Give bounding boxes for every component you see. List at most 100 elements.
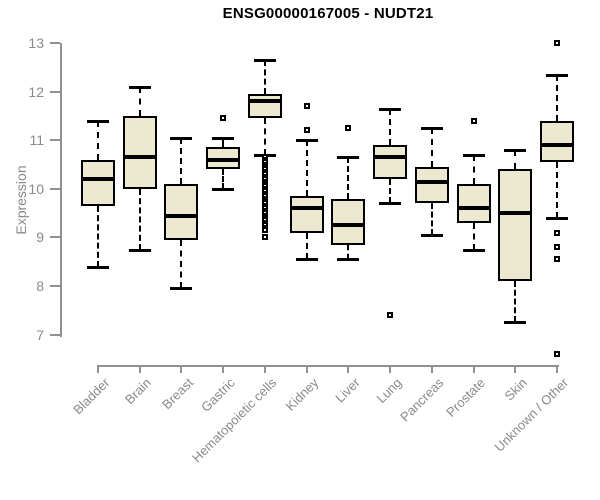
- median-prostate: [456, 206, 491, 211]
- whisker-bottom-gastric: [222, 169, 225, 189]
- x-tick: [97, 365, 99, 373]
- median-kidney: [289, 206, 324, 211]
- median-skin: [498, 211, 533, 216]
- outlier-point-prostate: [470, 117, 477, 124]
- whisker-cap-bottom-unknown-other: [545, 216, 568, 220]
- whisker-cap-top-pancreas: [420, 127, 443, 131]
- whisker-bottom-prostate: [472, 222, 475, 250]
- y-tick-label: 9: [36, 229, 44, 246]
- y-tick-label: 7: [36, 326, 44, 343]
- x-tick-label-pancreas: Pancreas: [396, 375, 447, 425]
- x-tick: [180, 365, 183, 373]
- whisker-bottom-breast: [180, 239, 183, 289]
- outlier-point-unknown-other: [553, 229, 560, 236]
- box-unknown-other: [539, 120, 574, 163]
- whisker-cap-top-breast: [170, 136, 193, 140]
- y-tick: [50, 90, 60, 93]
- whisker-cap-bottom-skin: [504, 321, 527, 325]
- box-skin: [498, 169, 533, 282]
- whisker-cap-bottom-liver: [337, 258, 360, 262]
- whisker-top-pancreas: [430, 128, 433, 167]
- x-tick-label-liver: Liver: [332, 375, 363, 406]
- box-pancreas: [414, 166, 449, 204]
- y-tick-label: 10: [28, 180, 44, 197]
- whisker-top-bladder: [97, 120, 99, 160]
- whisker-top-brain: [138, 86, 141, 116]
- whisker-bottom-skin: [514, 281, 517, 323]
- whisker-cap-bottom-pancreas: [420, 233, 443, 237]
- whisker-cap-bottom-breast: [170, 287, 193, 291]
- x-tick: [472, 365, 475, 373]
- whisker-bottom-kidney: [305, 232, 308, 260]
- median-pancreas: [414, 179, 449, 184]
- whisker-cap-top-lung: [379, 107, 402, 111]
- chart-title: ENSG00000167005 - NUDT21: [222, 5, 434, 22]
- y-axis-line: [60, 43, 62, 337]
- y-tick-label: 13: [28, 35, 44, 51]
- x-tick-label-brain: Brain: [122, 375, 155, 408]
- x-tick-label-prostate: Prostate: [443, 375, 489, 420]
- x-tick-label-bladder: Bladder: [70, 375, 113, 418]
- whisker-cap-bottom-kidney: [295, 258, 318, 262]
- y-tick: [50, 236, 60, 239]
- y-tick: [50, 139, 60, 142]
- whisker-top-hematopoietic-cells: [263, 60, 266, 95]
- x-tick: [138, 365, 141, 373]
- box-bladder: [81, 159, 115, 206]
- y-tick: [50, 333, 60, 336]
- box-hematopoietic-cells: [247, 94, 282, 119]
- box-prostate: [456, 183, 491, 223]
- x-tick: [430, 365, 433, 373]
- x-tick-label-skin: Skin: [501, 375, 530, 404]
- box-liver: [331, 198, 366, 245]
- outlier-point-unknown-other: [553, 256, 560, 263]
- whisker-cap-bottom-lung: [379, 202, 402, 206]
- whisker-top-breast: [180, 137, 183, 184]
- y-tick: [50, 187, 60, 190]
- outlier-point-hematopoietic-cells: [261, 227, 268, 234]
- whisker-bottom-pancreas: [430, 203, 433, 235]
- whisker-cap-top-liver: [337, 156, 360, 160]
- whisker-cap-top-gastric: [212, 136, 235, 140]
- median-gastric: [206, 157, 241, 162]
- whisker-top-kidney: [305, 140, 308, 197]
- box-kidney: [289, 196, 324, 233]
- whisker-top-prostate: [472, 154, 475, 184]
- outlier-point-hematopoietic-cells: [261, 234, 268, 241]
- median-brain: [122, 155, 157, 160]
- y-tick: [50, 42, 60, 44]
- x-tick-label-unknown-other: Unknown / Other: [492, 375, 572, 455]
- x-tick: [305, 365, 308, 373]
- x-tick: [514, 365, 517, 373]
- outlier-point-lung: [387, 312, 394, 319]
- whisker-bottom-hematopoietic-cells: [263, 118, 266, 155]
- y-tick: [50, 285, 60, 287]
- outlier-point-unknown-other: [553, 351, 560, 358]
- outlier-point-gastric: [220, 115, 227, 122]
- whisker-cap-bottom-gastric: [212, 187, 235, 191]
- box-lung: [373, 145, 408, 180]
- whisker-bottom-unknown-other: [555, 162, 558, 218]
- whisker-cap-bottom-brain: [128, 248, 151, 252]
- x-tick-label-gastric: Gastric: [198, 375, 238, 415]
- median-breast: [164, 213, 199, 218]
- whisker-top-gastric: [222, 137, 225, 148]
- whisker-cap-bottom-bladder: [87, 265, 109, 269]
- x-tick: [389, 365, 392, 373]
- whisker-cap-top-prostate: [462, 153, 485, 157]
- outlier-point-unknown-other: [553, 40, 560, 46]
- whisker-cap-top-hematopoietic-cells: [253, 59, 276, 62]
- whisker-top-skin: [514, 149, 517, 170]
- median-hematopoietic-cells: [247, 99, 282, 104]
- box-brain: [122, 115, 157, 189]
- whisker-cap-bottom-prostate: [462, 248, 485, 252]
- x-tick: [347, 365, 350, 373]
- outlier-point-unknown-other: [553, 244, 560, 251]
- whisker-cap-top-brain: [128, 85, 151, 89]
- x-tick: [222, 365, 225, 373]
- y-tick-label: 8: [36, 278, 44, 294]
- box-breast: [164, 183, 199, 240]
- x-tick: [263, 365, 266, 373]
- whisker-bottom-liver: [347, 244, 350, 260]
